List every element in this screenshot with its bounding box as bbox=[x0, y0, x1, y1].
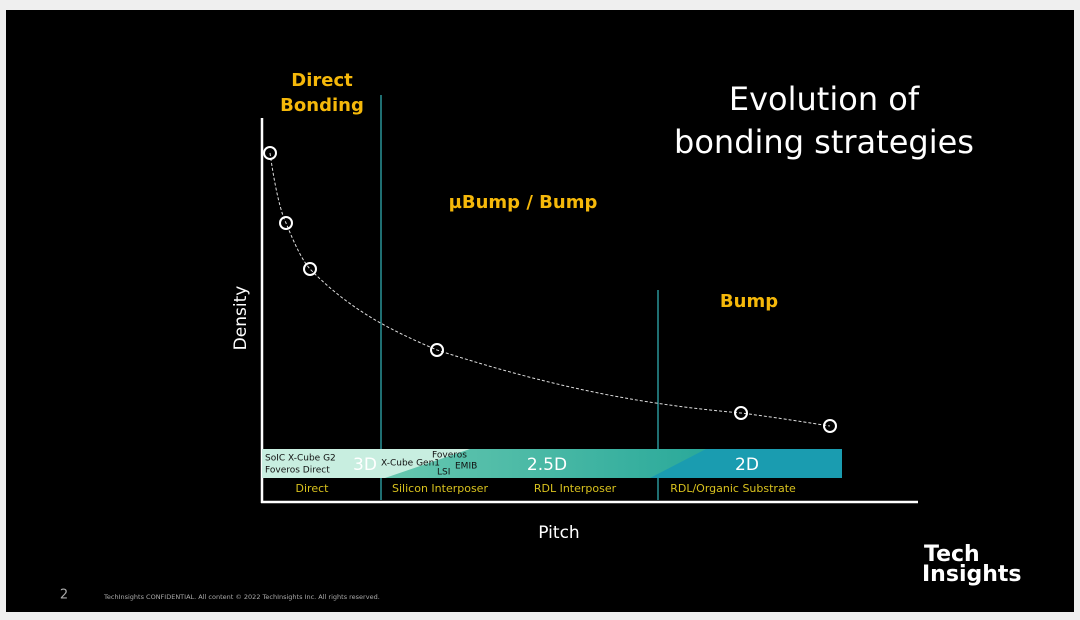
technology: Foveros Direct bbox=[265, 466, 330, 476]
footer-notice: TechInsights CONFIDENTIAL. All content ©… bbox=[103, 593, 380, 601]
technology: Foveros bbox=[432, 451, 467, 461]
dimension: 2.5D bbox=[527, 455, 567, 475]
point bbox=[734, 406, 748, 420]
technology: SoIC X-Cube G2 bbox=[265, 454, 336, 464]
interconnect: Silicon Interposer bbox=[392, 482, 488, 495]
region-label: Bonding bbox=[280, 95, 364, 116]
x-axis-label: Pitch bbox=[538, 523, 579, 543]
region-label: Bump bbox=[720, 291, 778, 312]
trend-curve bbox=[269, 152, 831, 427]
dimension: 2D bbox=[735, 455, 759, 475]
dimension: 3D bbox=[353, 455, 377, 475]
technology: X-Cube Gen1 bbox=[381, 459, 440, 469]
region-label: µBump / Bump bbox=[449, 192, 598, 213]
point bbox=[263, 146, 277, 160]
page-number: 2 bbox=[60, 588, 68, 603]
logo: Tech bbox=[924, 542, 980, 567]
technology: LSI bbox=[437, 468, 450, 478]
title: bonding strategies bbox=[674, 123, 974, 161]
band-3d bbox=[262, 449, 470, 478]
title: Evolution of bbox=[729, 80, 920, 118]
point bbox=[430, 343, 444, 357]
slide-background bbox=[6, 10, 1074, 612]
interconnect: RDL Interposer bbox=[534, 482, 617, 495]
point bbox=[303, 262, 317, 276]
y-axis-label: Density bbox=[231, 286, 251, 351]
region-label: Direct bbox=[291, 70, 353, 91]
logo: Insights bbox=[922, 562, 1022, 587]
interconnect: RDL/Organic Substrate bbox=[670, 482, 796, 495]
technology: EMIB bbox=[455, 462, 477, 472]
point bbox=[823, 419, 837, 433]
point bbox=[279, 216, 293, 230]
points bbox=[263, 146, 837, 433]
interconnect: Direct bbox=[296, 482, 330, 495]
